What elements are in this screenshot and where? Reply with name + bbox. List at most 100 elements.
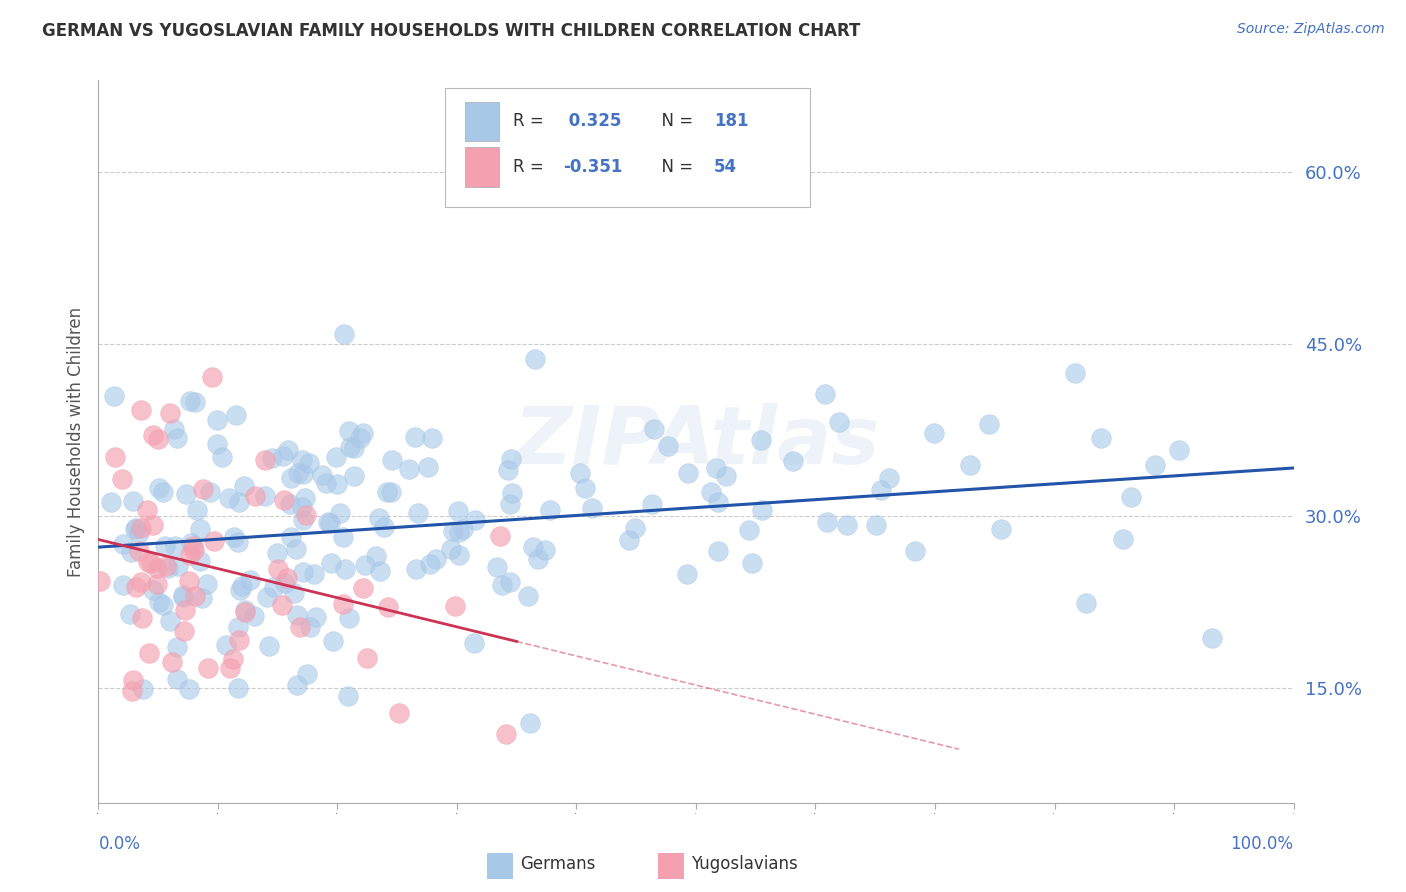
- Point: [285, 678, 308, 692]
- Point: [174, 603, 197, 617]
- Point: [491, 578, 513, 592]
- Point: [191, 483, 214, 497]
- Point: [368, 565, 391, 579]
- Point: [226, 681, 249, 695]
- Text: R =: R =: [513, 158, 550, 176]
- Point: [159, 406, 181, 420]
- Point: [496, 463, 519, 477]
- Point: [233, 605, 256, 619]
- Point: [499, 574, 522, 589]
- Point: [495, 727, 517, 741]
- Point: [527, 552, 550, 566]
- Point: [100, 494, 122, 508]
- Point: [271, 449, 294, 463]
- Point: [354, 558, 377, 572]
- Point: [291, 513, 314, 527]
- Point: [751, 503, 773, 517]
- Point: [749, 434, 772, 448]
- Text: 54: 54: [714, 158, 737, 176]
- Point: [959, 458, 981, 473]
- Point: [291, 467, 314, 481]
- Point: [298, 620, 321, 634]
- Point: [569, 466, 592, 480]
- Point: [704, 460, 727, 475]
- Point: [215, 638, 238, 652]
- Point: [155, 559, 177, 574]
- Point: [422, 431, 444, 445]
- Point: [224, 530, 246, 544]
- Text: ZIPAtlas: ZIPAtlas: [513, 402, 879, 481]
- Point: [368, 511, 391, 525]
- Point: [519, 715, 541, 730]
- Point: [302, 567, 325, 582]
- Point: [180, 536, 202, 550]
- Point: [129, 574, 152, 589]
- Point: [125, 580, 148, 594]
- Point: [128, 544, 150, 558]
- Point: [263, 580, 285, 594]
- Point: [284, 542, 307, 557]
- Point: [256, 590, 278, 604]
- Point: [228, 495, 250, 509]
- Point: [305, 610, 328, 624]
- Point: [267, 562, 290, 576]
- Point: [343, 469, 366, 483]
- Point: [104, 450, 127, 464]
- Point: [152, 598, 174, 612]
- Point: [624, 521, 647, 535]
- Point: [316, 515, 339, 529]
- Point: [270, 598, 292, 612]
- Point: [260, 451, 283, 466]
- Point: [166, 672, 188, 686]
- Point: [322, 633, 344, 648]
- Point: [111, 536, 134, 550]
- Point: [657, 439, 679, 453]
- Point: [298, 456, 321, 470]
- Point: [641, 497, 664, 511]
- Point: [319, 556, 342, 570]
- Point: [274, 576, 297, 591]
- Point: [977, 417, 1000, 432]
- Point: [499, 497, 522, 511]
- Point: [228, 535, 250, 549]
- Point: [380, 452, 402, 467]
- Point: [153, 539, 176, 553]
- Point: [333, 562, 356, 576]
- Point: [356, 650, 378, 665]
- Point: [464, 513, 486, 527]
- Point: [201, 370, 224, 384]
- Point: [337, 689, 360, 703]
- Point: [700, 484, 723, 499]
- Point: [387, 706, 409, 721]
- Point: [332, 326, 354, 341]
- Point: [581, 500, 603, 515]
- Point: [174, 487, 197, 501]
- Point: [501, 452, 523, 467]
- Point: [163, 422, 186, 436]
- Point: [814, 387, 837, 401]
- Point: [202, 533, 225, 548]
- Point: [741, 557, 763, 571]
- Point: [574, 481, 596, 495]
- Point: [136, 555, 159, 569]
- Point: [352, 582, 374, 596]
- Point: [111, 472, 134, 486]
- Point: [233, 479, 256, 493]
- Point: [297, 666, 319, 681]
- Text: 181: 181: [714, 112, 748, 130]
- Point: [706, 495, 728, 509]
- Point: [197, 577, 219, 591]
- Point: [152, 484, 174, 499]
- Point: [315, 476, 337, 491]
- Point: [676, 466, 699, 480]
- Point: [172, 588, 194, 602]
- Point: [242, 608, 264, 623]
- Point: [179, 393, 201, 408]
- Point: [447, 504, 470, 518]
- Point: [124, 522, 146, 536]
- Point: [339, 441, 361, 455]
- Point: [139, 557, 162, 571]
- Point: [239, 573, 262, 587]
- Point: [295, 508, 318, 523]
- Point: [288, 620, 311, 634]
